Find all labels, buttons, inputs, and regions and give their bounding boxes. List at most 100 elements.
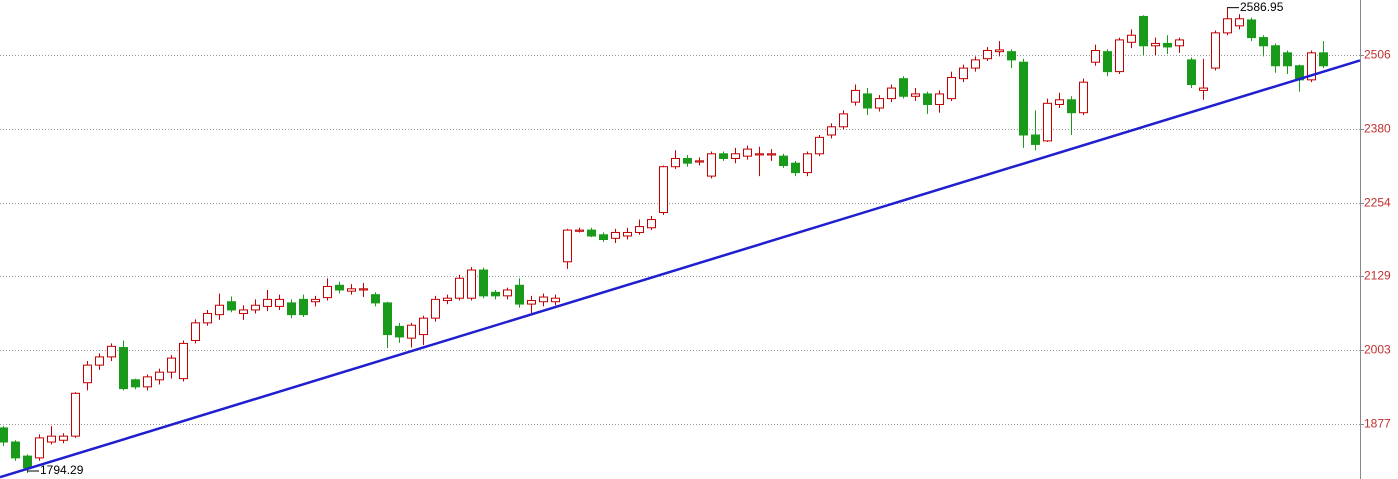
candle-body — [1007, 51, 1016, 61]
candle-body — [815, 136, 824, 155]
candle-body — [431, 298, 440, 319]
candle-body — [35, 437, 44, 459]
candle-body — [47, 435, 56, 443]
candle-body — [359, 288, 368, 291]
candle-body — [239, 309, 248, 314]
candle-body — [59, 435, 68, 441]
candle-body — [1139, 15, 1148, 47]
candle-body — [1067, 99, 1076, 114]
y-tick-label: 2380 — [1364, 122, 1391, 136]
candle-body — [635, 226, 644, 233]
candle-body — [1031, 134, 1040, 145]
candle-body — [131, 379, 140, 388]
candle-body — [1247, 19, 1256, 39]
candle-body — [383, 302, 392, 336]
candle-body — [911, 93, 920, 97]
candle-body — [443, 297, 452, 302]
candle-body — [947, 76, 956, 100]
candle-body — [1163, 42, 1172, 48]
candle-body — [959, 67, 968, 80]
candle-body — [551, 297, 560, 303]
candle-body — [1283, 52, 1292, 67]
candle-body — [659, 166, 668, 213]
candle-body — [335, 284, 344, 291]
candle-body — [1127, 34, 1136, 43]
candle-body — [275, 298, 284, 307]
candle-body — [503, 289, 512, 297]
candle-body — [1271, 45, 1280, 67]
candle-body — [575, 229, 584, 232]
candle-body — [827, 126, 836, 136]
candle-body — [263, 298, 272, 307]
candle-body — [683, 157, 692, 164]
candle-body — [371, 294, 380, 304]
candle-body — [167, 357, 176, 373]
candle-body — [647, 219, 656, 229]
candle-body — [1175, 39, 1184, 47]
candle-body — [1055, 99, 1064, 105]
candle-body — [0, 427, 8, 443]
candle-body — [215, 304, 224, 316]
candle-body — [599, 234, 608, 241]
y-tick-label: 1877 — [1364, 417, 1391, 431]
candle-body — [1187, 59, 1196, 86]
candle-body — [119, 347, 128, 390]
candle-body — [1103, 51, 1112, 73]
candle-body — [887, 87, 896, 100]
candle-body — [455, 277, 464, 299]
candle-body — [95, 356, 104, 366]
candle-body — [851, 89, 860, 103]
candle-body — [467, 269, 476, 299]
candle-body — [1151, 42, 1160, 47]
candle-body — [1307, 52, 1316, 81]
candle-body — [155, 371, 164, 381]
y-tick-label: 2254 — [1364, 196, 1391, 210]
candle-body — [1319, 52, 1328, 67]
candle-body — [1079, 81, 1088, 114]
candle-body — [143, 376, 152, 388]
candle-body — [875, 98, 884, 109]
candle-body — [731, 153, 740, 159]
candle-body — [995, 49, 1004, 53]
y-tick-label: 2003 — [1364, 343, 1391, 357]
candle-body — [299, 298, 308, 316]
candle-body — [899, 78, 908, 97]
candle-body — [791, 162, 800, 174]
trendline — [0, 59, 1361, 479]
candle-body — [671, 157, 680, 168]
candle-body — [1115, 39, 1124, 73]
annotation-label: 1794.29 — [40, 463, 84, 477]
candle-body — [695, 160, 704, 163]
candle-body — [491, 291, 500, 297]
candle-body — [1019, 61, 1028, 136]
candle-body — [863, 93, 872, 109]
candle-body — [311, 298, 320, 303]
candle-body — [563, 229, 572, 263]
candle-body — [107, 345, 116, 358]
candle-body — [587, 229, 596, 237]
candle-body — [251, 304, 260, 311]
candle-body — [743, 148, 752, 157]
candle-body — [479, 269, 488, 297]
candle-body — [179, 342, 188, 380]
candle-body — [71, 392, 80, 437]
candle-body — [983, 49, 992, 60]
annotation-label: 2586.95 — [1240, 0, 1284, 14]
candle-body — [323, 285, 332, 299]
candle-body — [839, 113, 848, 128]
candle-body — [83, 364, 92, 384]
candle-body — [719, 153, 728, 159]
candle-body — [539, 296, 548, 303]
candle-body — [623, 231, 632, 237]
candle-body — [971, 59, 980, 69]
candle-body — [23, 455, 32, 469]
candle-body — [407, 324, 416, 339]
candle-body — [755, 153, 764, 156]
candle-body — [419, 317, 428, 336]
candle-body — [1199, 87, 1208, 91]
candle-body — [515, 284, 524, 305]
candle-body — [611, 231, 620, 239]
